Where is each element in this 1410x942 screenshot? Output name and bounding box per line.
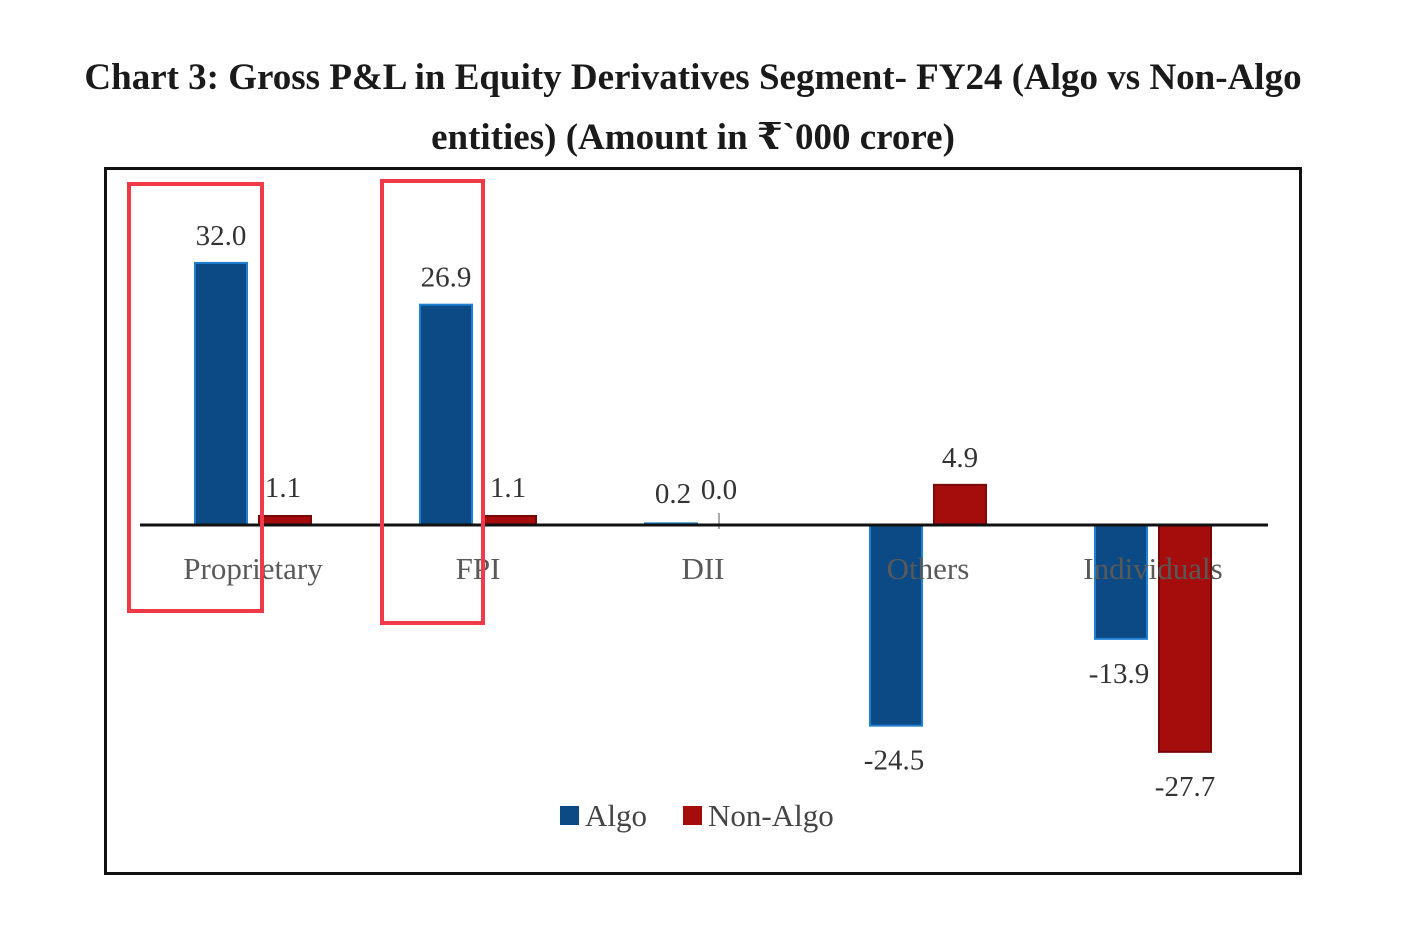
chart-title-line-2: entities) (Amount in ₹`000 crore) [431, 117, 955, 158]
value-label-algo-others: -24.5 [864, 745, 924, 777]
value-label-non-algo-fpi: 1.1 [490, 472, 526, 504]
value-label-non-algo-others: 4.9 [942, 442, 978, 474]
value-label-algo-dii: 0.2 [655, 478, 691, 510]
value-label-algo-fpi: 26.9 [421, 262, 472, 294]
bar-algo-individuals [1094, 524, 1148, 640]
chart-title-line-1: Chart 3: Gross P&L in Equity Derivatives… [84, 57, 1302, 98]
category-label-proprietary: Proprietary [183, 551, 323, 586]
chart-title: Chart 3: Gross P&L in Equity Derivatives… [0, 48, 1386, 168]
category-label-others: Others [887, 551, 970, 586]
category-label-dii: DII [681, 551, 724, 586]
bar-non-algo-individuals [1158, 524, 1212, 753]
value-label-algo-proprietary: 32.0 [196, 220, 247, 252]
value-label-non-algo-individuals: -27.7 [1155, 771, 1215, 803]
value-label-algo-individuals: -13.9 [1089, 658, 1149, 690]
category-label-fpi: FPI [456, 551, 501, 586]
bar-algo-proprietary [194, 261, 248, 526]
value-label-non-algo-proprietary: 1.1 [265, 472, 301, 504]
bar-algo-fpi [419, 303, 473, 526]
legend-label-non-algo: Non-Algo [708, 798, 834, 833]
legend-swatch-non-algo [683, 806, 702, 825]
bar-non-algo-others [933, 483, 987, 526]
legend-label-algo: Algo [585, 798, 647, 833]
highlight-box-proprietary [127, 182, 264, 613]
category-label-individuals: Individuals [1083, 551, 1223, 586]
value-label-non-algo-dii: 0.0 [701, 474, 737, 506]
legend-swatch-algo [560, 806, 579, 825]
highlight-box-fpi [380, 179, 485, 625]
chart-frame [104, 167, 1302, 875]
